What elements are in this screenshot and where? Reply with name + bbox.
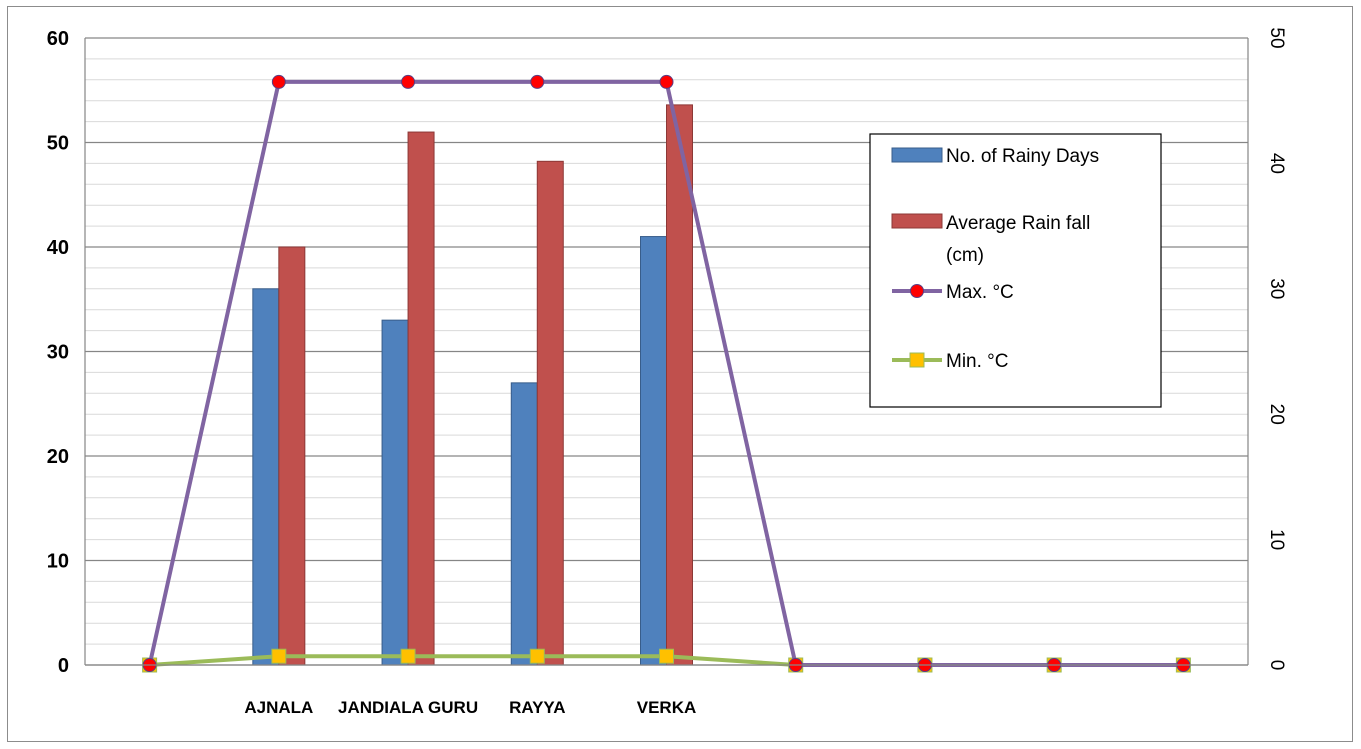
primary-tick-label: 20 xyxy=(47,446,69,468)
bar-rainfall xyxy=(536,160,564,666)
bar-rainy-days xyxy=(640,236,667,666)
legend-label-min: Min. °C xyxy=(946,351,1009,372)
axes xyxy=(84,38,1249,666)
bar-rainy-days xyxy=(381,319,409,666)
primary-tick-label: 30 xyxy=(47,342,69,364)
category-label: RAYYA xyxy=(509,698,565,717)
legend-label-rainfall-unit: (cm) xyxy=(946,245,984,266)
category-label: JANDIALA GURU xyxy=(338,698,478,717)
bar-rainfall xyxy=(666,104,693,666)
marker-max xyxy=(659,74,674,89)
marker-min xyxy=(659,648,674,664)
bar-rainy-days xyxy=(252,288,280,666)
secondary-tick-label: 40 xyxy=(1266,153,1287,174)
secondary-tick-label: 10 xyxy=(1266,529,1287,550)
secondary-tick-label: 20 xyxy=(1266,404,1287,425)
marker-max xyxy=(401,74,416,89)
primary-tick-label: 50 xyxy=(47,133,69,155)
bar-rainy-days xyxy=(510,382,538,666)
chart-frame: 0 10 20 30 40 50 60 0 10 20 30 40 50 AJNALA JANDIALA … xyxy=(7,6,1353,742)
marker-max xyxy=(530,74,545,89)
category-labels: AJNALA JANDIALA GURU RAYYA VERKA xyxy=(244,698,696,717)
primary-tick-label: 60 xyxy=(47,28,69,50)
marker-min xyxy=(529,648,545,664)
legend-marker-min xyxy=(909,352,925,368)
legend-marker-max xyxy=(910,284,924,298)
legend-label-max: Max. °C xyxy=(946,282,1014,303)
legend-label-rainfall: Average Rain fall xyxy=(946,213,1090,234)
secondary-tick-label: 0 xyxy=(1266,660,1287,671)
tick-labels: 0 10 20 30 40 50 60 0 10 20 30 40 50 xyxy=(47,27,1287,677)
secondary-tick-label: 30 xyxy=(1266,278,1287,299)
marker-min xyxy=(400,648,416,664)
legend-swatch-rainy-days xyxy=(891,147,943,163)
legend-swatch-rainfall xyxy=(891,213,943,229)
marker-max xyxy=(271,74,286,89)
primary-tick-label: 40 xyxy=(47,237,69,259)
combo-chart: 0 10 20 30 40 50 60 0 10 20 30 40 50 AJNALA JANDIALA … xyxy=(47,27,1287,717)
category-label: AJNALA xyxy=(244,698,313,717)
bars xyxy=(252,104,693,666)
legend: No. of Rainy Days Average Rain fall (cm)… xyxy=(869,133,1162,408)
bar-rainfall xyxy=(278,246,306,666)
marker-min xyxy=(271,648,287,664)
category-label: VERKA xyxy=(637,698,697,717)
primary-tick-label: 10 xyxy=(47,551,69,573)
primary-tick-label: 0 xyxy=(58,655,69,677)
legend-label-rainy-days: No. of Rainy Days xyxy=(946,146,1099,167)
bar-rainfall xyxy=(407,131,435,666)
secondary-tick-label: 50 xyxy=(1266,27,1287,48)
